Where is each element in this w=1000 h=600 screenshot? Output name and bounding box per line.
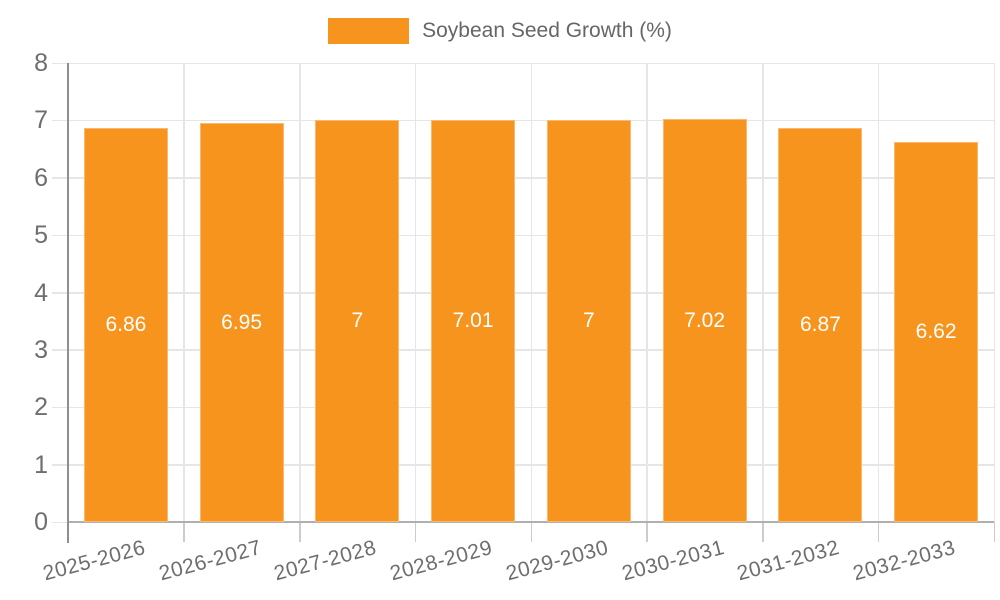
y-gridline [52,119,994,122]
x-axis-category-label: 2029-2030 [503,536,611,586]
x-gridline [993,63,995,522]
bar [546,120,631,522]
y-axis-tick-label: 7 [34,106,48,135]
y-gridline [52,62,994,64]
x-axis-category-label: 2032-2033 [850,536,959,586]
bar-value-label: 7 [351,309,364,333]
x-axis-category-label: 2031-2032 [735,536,843,586]
chart-legend-item[interactable]: Soybean Seed Growth (%) [0,18,1000,44]
y-axis-tick-label: 2 [34,393,48,422]
y-axis-tick-label: 0 [34,508,48,536]
y-gridline [52,464,994,466]
y-gridline [52,406,994,409]
y-gridline [52,177,994,179]
y-gridline [52,349,994,351]
bar-value-label: 6.95 [221,310,263,334]
x-axis-tick [877,522,880,542]
x-gridline [877,63,880,522]
legend-label: Soybean Seed Growth (%) [422,19,672,42]
x-axis-tick [993,522,995,542]
y-axis-tick-label: 4 [34,278,48,307]
x-axis-tick [183,522,185,542]
x-axis-tick [646,522,648,542]
x-axis-category-label: 2027-2028 [272,536,380,586]
bar [431,119,516,522]
y-gridline [52,234,994,237]
x-axis-tick [762,522,764,542]
y-axis-tick-label: 1 [34,450,48,479]
x-axis-tick [414,522,417,542]
y-gridline [52,292,994,294]
x-gridline [646,63,648,522]
x-gridline [299,63,301,522]
bar-value-label: 7.02 [684,308,726,332]
y-axis-tick-label: 6 [34,163,48,192]
y-axis-tick-label: 8 [34,49,48,77]
x-gridline [762,63,764,522]
x-axis-tick [299,522,301,542]
legend-swatch [328,18,410,44]
x-gridline [530,63,532,522]
x-gridline [414,63,417,522]
bar-value-label: 6.86 [105,313,147,337]
bar [894,142,979,522]
bar [662,119,747,522]
x-axis-category-label: 2030-2031 [619,536,727,586]
bar-value-label: 6.62 [915,320,957,344]
bar-value-label: 6.87 [799,312,841,336]
bar [199,123,284,522]
x-axis-tick [530,522,532,542]
bar-value-label: 7 [583,309,595,333]
bar [315,120,400,522]
x-axis-line [67,521,994,523]
bar-value-label: 7.01 [452,308,494,332]
y-axis-tick-label: 3 [34,335,48,364]
y-axis-tick-label: 5 [34,221,48,250]
bar [83,128,168,522]
x-gridline [183,63,185,522]
x-axis-category-label: 2025-2026 [40,536,148,586]
y-axis-line [67,63,69,543]
bar [778,127,863,522]
x-axis-category-label: 2028-2029 [387,536,496,586]
x-axis-category-label: 2026-2027 [156,536,264,586]
